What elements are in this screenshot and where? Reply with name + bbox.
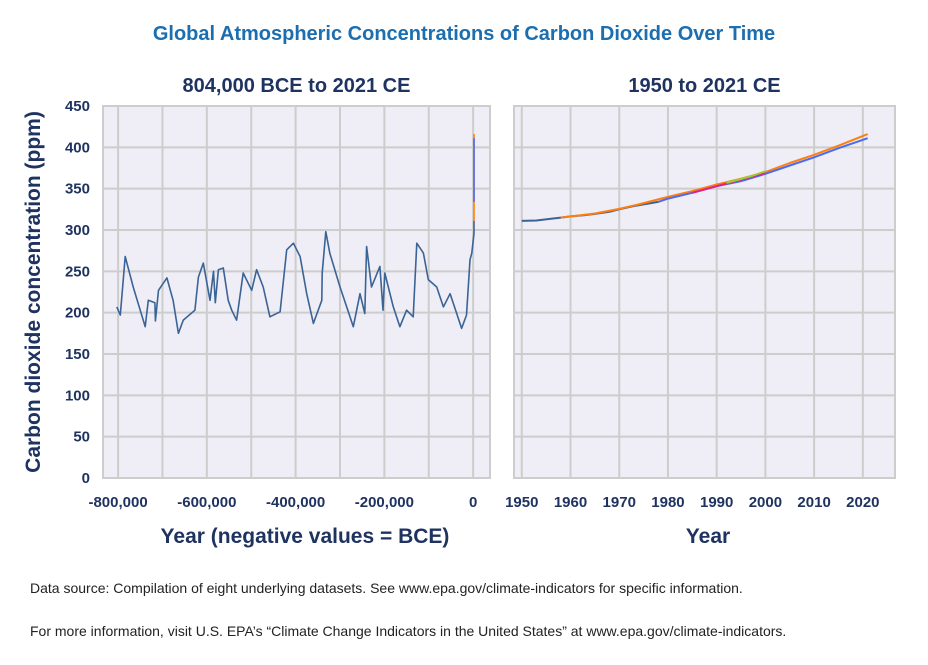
x-tick-label: 1990: [700, 494, 733, 511]
y-tick-label: 100: [65, 387, 90, 404]
x-tick-label: 2000: [749, 494, 782, 511]
x-tick-label: 1980: [651, 494, 684, 511]
panel-1: [102, 105, 491, 479]
footnote-source: Data source: Compilation of eight underl…: [30, 580, 743, 596]
panel-title: 804,000 BCE to 2021 CE: [183, 75, 411, 97]
y-axis-title: Carbon dioxide concentration (ppm): [22, 111, 45, 473]
y-tick-label: 300: [65, 222, 90, 239]
x-tick-label: 0: [469, 494, 477, 511]
y-tick-label: 0: [82, 470, 90, 487]
x-tick-label: 1950: [505, 494, 538, 511]
y-tick-label: 400: [65, 139, 90, 156]
plot-border: [513, 105, 896, 479]
x-tick-label: 1970: [603, 494, 636, 511]
plot-border: [102, 105, 491, 479]
x-tick-label: -600,000: [177, 494, 236, 511]
series-line-5: [726, 170, 766, 184]
x-tick-label: 1960: [554, 494, 587, 511]
plot-area: [514, 106, 895, 478]
panel-title: 1950 to 2021 CE: [628, 75, 780, 97]
x-tick-label: -200,000: [355, 494, 414, 511]
series-line-2: [560, 133, 869, 219]
x-tick-label: -400,000: [266, 494, 325, 511]
x-tick-label: 2010: [797, 494, 830, 511]
x-tick-label: -800,000: [88, 494, 147, 511]
x-axis-title: Year (negative values = BCE): [161, 525, 450, 548]
y-tick-label: 150: [65, 346, 90, 363]
y-tick-label: 50: [73, 429, 90, 446]
chart-title: Global Atmospheric Concentrations of Car…: [153, 23, 775, 45]
series-line-3: [657, 137, 869, 203]
y-tick-label: 450: [65, 98, 90, 115]
series-line-1: [116, 220, 475, 335]
x-tick-label: 2020: [846, 494, 879, 511]
x-axis-title: Year: [686, 525, 730, 548]
panel-2: [513, 105, 896, 479]
y-tick-label: 200: [65, 305, 90, 322]
y-tick-label: 350: [65, 181, 90, 198]
y-tick-label: 250: [65, 263, 90, 280]
footnote-more-info: For more information, visit U.S. EPA’s “…: [30, 623, 787, 639]
